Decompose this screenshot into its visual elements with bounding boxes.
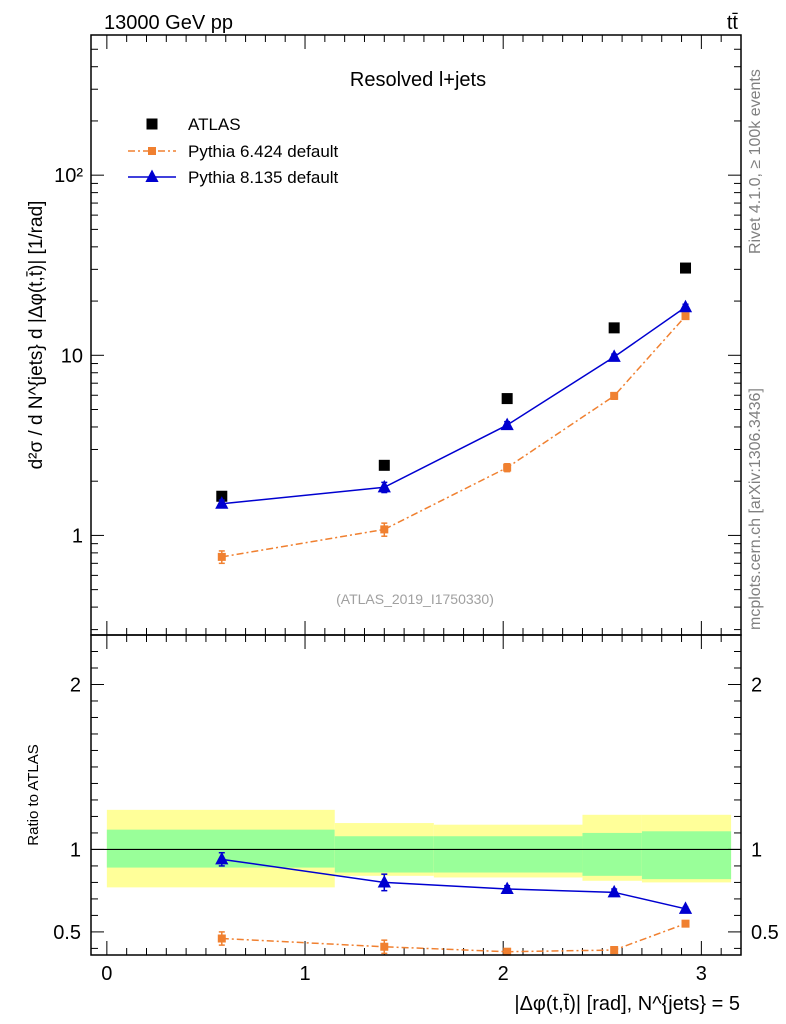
main-point bbox=[380, 525, 389, 534]
legend-item-2: Pythia 8.135 default bbox=[128, 168, 339, 187]
inner-uncertainty-band bbox=[334, 836, 434, 873]
main-series-line bbox=[221, 315, 687, 558]
x-tick-label: 2 bbox=[498, 963, 509, 985]
main-point bbox=[680, 262, 692, 274]
ratio-point bbox=[681, 919, 690, 928]
ratio-series-0 bbox=[217, 919, 690, 956]
source-label: mcplots.cern.ch [arXiv:1306.3436] bbox=[747, 388, 764, 630]
legend: ATLAS Pythia 6.424 default Pythia 8.135 de… bbox=[128, 115, 339, 187]
chart-title: Resolved l+jets bbox=[350, 69, 486, 91]
legend-item-1: Pythia 6.424 default bbox=[128, 142, 339, 161]
x-tick-label: 0 bbox=[101, 963, 112, 985]
ratio-point bbox=[377, 874, 391, 888]
main-point bbox=[215, 496, 229, 509]
ratio-y-tick-label: 2 bbox=[70, 674, 81, 696]
main-panel: Resolved l+jets (ATLAS_2019_I1750330) d²… bbox=[26, 34, 742, 636]
ratio-point bbox=[217, 934, 226, 943]
ratio-y-tick-label-right: 2 bbox=[751, 674, 762, 696]
ratio-panel: 0 1 2 3 0.5 0.5 1 1 2 2 Ratio to ATLAS |Δφ(t,t̄)|… bbox=[25, 634, 779, 1015]
main-point bbox=[216, 490, 228, 502]
ratio-point bbox=[500, 881, 514, 895]
ratio-y-tick-label: 1 bbox=[70, 839, 81, 861]
ratio-point bbox=[503, 947, 512, 956]
x-axis-label: |Δφ(t,t̄)| [rad], N^{jets} = 5 bbox=[514, 993, 740, 1015]
ratio-y-tick-label-right: 1 bbox=[751, 839, 762, 861]
legend-marker bbox=[148, 147, 156, 155]
main-series-1 bbox=[217, 312, 690, 565]
energy-label: 13000 GeV pp bbox=[104, 12, 233, 34]
main-y-axis-label: d²σ / d N^{jets} d |Δφ(t,t̄)| [1/rad] bbox=[26, 201, 47, 470]
main-series-line bbox=[221, 306, 686, 505]
ratio-point bbox=[607, 884, 621, 898]
ratio-y-axis-label: Ratio to ATLAS bbox=[25, 744, 42, 845]
inner-uncertainty-band bbox=[582, 832, 642, 876]
main-point bbox=[501, 393, 513, 405]
legend-label: Pythia 8.135 default bbox=[188, 168, 339, 187]
ratio-series-1 bbox=[215, 851, 693, 914]
main-point bbox=[678, 299, 693, 313]
main-y-tick-label: 1 bbox=[72, 525, 83, 547]
x-tick-label: 1 bbox=[299, 963, 310, 985]
ratio-point bbox=[678, 901, 693, 914]
legend-label: ATLAS bbox=[188, 115, 241, 134]
main-series-2 bbox=[215, 299, 693, 509]
legend-item-0: ATLAS bbox=[146, 115, 241, 134]
main-series-0 bbox=[216, 262, 692, 502]
main-point bbox=[607, 349, 621, 362]
x-tick-label: 3 bbox=[696, 963, 707, 985]
main-point bbox=[608, 322, 620, 334]
main-y-tick-label: 10 bbox=[61, 345, 83, 367]
rivet-version-label: Rivet 4.1.0, ≥ 100k events bbox=[747, 69, 764, 254]
main-point bbox=[377, 479, 391, 493]
main-point bbox=[681, 312, 690, 321]
legend-marker bbox=[145, 169, 159, 183]
main-y-tick-label: 10² bbox=[54, 165, 83, 187]
inner-uncertainty-band bbox=[433, 836, 583, 873]
process-label: tt̄ bbox=[727, 12, 739, 34]
ratio-point bbox=[215, 851, 229, 865]
inner-uncertainty-band bbox=[641, 831, 732, 880]
main-point bbox=[217, 552, 226, 561]
ratio-y-tick-label-right: 0.5 bbox=[751, 922, 779, 944]
ratio-point bbox=[610, 946, 619, 955]
main-point bbox=[500, 417, 514, 431]
legend-label: Pythia 6.424 default bbox=[188, 142, 339, 161]
legend-marker bbox=[146, 118, 158, 130]
main-point bbox=[610, 391, 619, 400]
ratio-point bbox=[380, 942, 389, 951]
ratio-frame bbox=[90, 634, 742, 956]
main-point bbox=[503, 463, 512, 472]
ratio-y-tick-label: 0.5 bbox=[53, 922, 81, 944]
analysis-watermark: (ATLAS_2019_I1750330) bbox=[336, 591, 494, 607]
main-point bbox=[378, 459, 390, 471]
